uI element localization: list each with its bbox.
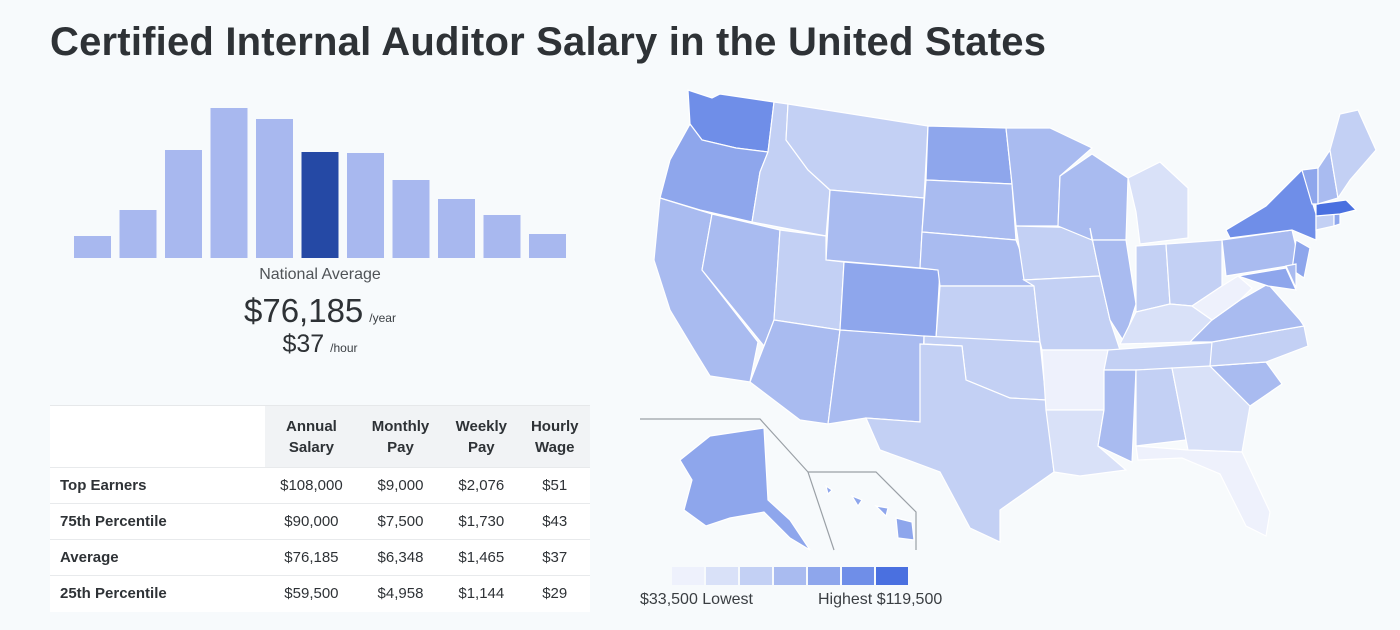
state-arkansas <box>1041 349 1109 411</box>
state-texas <box>865 343 1055 543</box>
salary-histogram <box>74 108 566 258</box>
row-label: Top Earners <box>50 467 265 504</box>
legend-swatch <box>706 567 738 585</box>
table-header-row: Annual Salary Monthly Pay Weekly Pay Hourly… <box>50 405 590 468</box>
histogram-bar <box>165 150 202 258</box>
state-maryland <box>1237 267 1297 291</box>
legend-swatch <box>842 567 874 585</box>
state-west-virginia <box>1190 275 1253 321</box>
legend-low-label: $33,500 Lowest <box>640 591 753 608</box>
state-hawaii <box>825 484 915 541</box>
hourly-average-value: $37 <box>282 330 325 358</box>
legend-high-label: Highest $119,500 <box>818 591 943 608</box>
histogram-bar <box>210 108 248 258</box>
table-cell: $29 <box>519 575 590 612</box>
state-new-york <box>1225 168 1317 241</box>
state-connecticut <box>1315 213 1335 231</box>
state-florida <box>1135 445 1271 537</box>
national-average-label: National Average <box>259 266 381 283</box>
state-wyoming <box>825 189 925 269</box>
table-cell: $43 <box>519 503 590 540</box>
table-cell: $2,076 <box>443 467 520 504</box>
hourly-unit: /hour <box>330 341 358 355</box>
histogram-bar <box>438 199 475 258</box>
table-row: Average $76,185 $6,348 $1,465 $37 <box>50 539 590 576</box>
col-header-weekly: Weekly Pay <box>443 405 520 468</box>
state-massachusetts <box>1315 199 1358 217</box>
histogram-bar-national-average <box>301 152 339 258</box>
row-label: Average <box>50 539 265 576</box>
table-cell: $1,730 <box>443 503 520 540</box>
annual-average-value: $76,185 <box>244 292 364 329</box>
annual-unit: /year <box>369 311 396 325</box>
table-row: Top Earners $108,000 $9,000 $2,076 $51 <box>50 467 590 504</box>
legend-swatch <box>740 567 772 585</box>
us-salary-choropleth-map <box>640 89 1377 551</box>
histogram-bar <box>347 153 384 258</box>
hawaii-inset <box>808 471 917 550</box>
table-cell: $9,000 <box>357 467 444 504</box>
state-rhode-island <box>1333 213 1341 227</box>
salary-percentile-table: Annual Salary Monthly Pay Weekly Pay Hourly… <box>50 405 590 612</box>
annual-average: $76,185/year <box>0 292 640 330</box>
histogram-bar <box>119 210 157 258</box>
state-michigan <box>1127 161 1189 245</box>
state-delaware <box>1285 263 1297 289</box>
table-cell: $108,000 <box>265 467 358 504</box>
table-cell: $4,958 <box>357 575 444 612</box>
table-cell: $1,465 <box>443 539 520 576</box>
state-south-dakota <box>921 179 1017 241</box>
histogram-bar <box>392 180 430 258</box>
state-indiana <box>1135 243 1171 313</box>
state-new-mexico <box>827 329 925 425</box>
table-row: 75th Percentile $90,000 $7,500 $1,730 $4… <box>50 503 590 540</box>
map-color-legend <box>672 567 908 585</box>
page-title: Certified Internal Auditor Salary in the… <box>50 20 1047 64</box>
state-north-dakota <box>925 125 1013 185</box>
table-cell: $51 <box>519 467 590 504</box>
legend-swatch <box>774 567 806 585</box>
histogram-bar <box>529 234 566 258</box>
state-illinois <box>1089 227 1137 344</box>
legend-swatch <box>808 567 840 585</box>
table-cell: $76,185 <box>265 539 358 576</box>
state-maine <box>1329 109 1377 200</box>
table-cell: $6,348 <box>357 539 444 576</box>
row-label: 25th Percentile <box>50 575 265 612</box>
legend-swatch <box>672 567 704 585</box>
table-cell: $7,500 <box>357 503 444 540</box>
table-cell: $1,144 <box>443 575 520 612</box>
state-kansas <box>935 285 1041 343</box>
legend-swatch <box>876 567 908 585</box>
table-corner-cell <box>50 405 265 468</box>
state-mississippi <box>1097 369 1137 463</box>
col-header-hourly: Hourly Wage <box>519 405 590 468</box>
state-alaska <box>679 427 811 551</box>
table-cell: $90,000 <box>265 503 358 540</box>
table-cell: $37 <box>519 539 590 576</box>
hourly-average: $37/hour <box>0 330 640 359</box>
histogram-bar <box>256 119 293 258</box>
table-row: 25th Percentile $59,500 $4,958 $1,144 $2… <box>50 575 590 612</box>
histogram-bar <box>483 215 521 258</box>
state-georgia <box>1171 365 1251 453</box>
alaska-inset <box>640 418 835 551</box>
row-label: 75th Percentile <box>50 503 265 540</box>
col-header-monthly: Monthly Pay <box>357 405 444 468</box>
state-colorado <box>839 261 941 339</box>
table-cell: $59,500 <box>265 575 358 612</box>
histogram-bar <box>74 236 111 258</box>
contiguous-us <box>653 89 1377 543</box>
col-header-annual: Annual Salary <box>265 405 358 468</box>
